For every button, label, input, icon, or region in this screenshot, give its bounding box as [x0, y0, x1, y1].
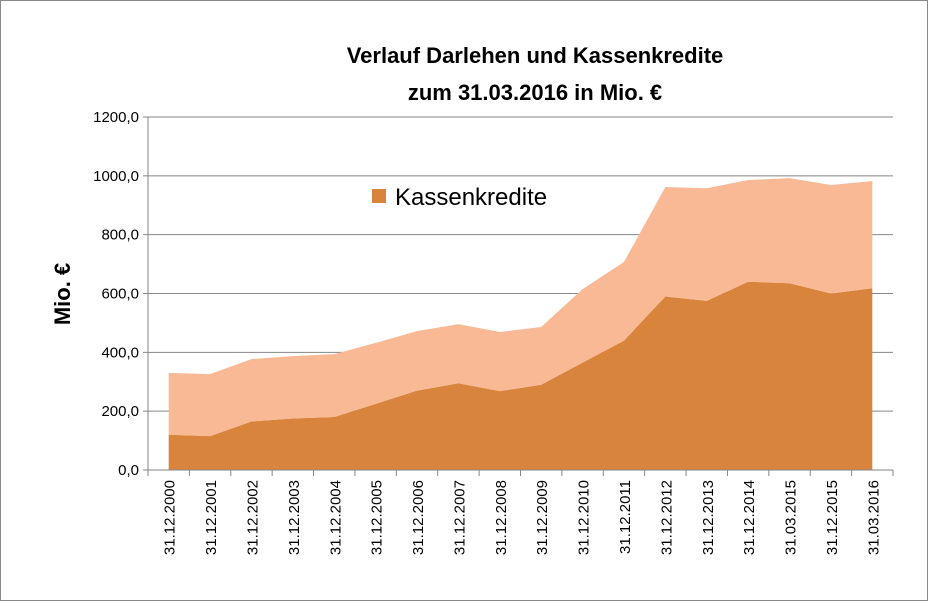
- x-tick-label: 31.12.2010: [576, 480, 593, 555]
- y-tick-label: 600,0: [101, 286, 139, 303]
- area: [168, 281, 873, 470]
- chart-title: zum 31.03.2016 in Mio. €: [408, 80, 662, 105]
- x-tick-label: 31.12.2003: [286, 480, 303, 555]
- y-tick-label: 400,0: [101, 344, 139, 361]
- legend-swatch: [372, 189, 386, 203]
- x-tick-label: 31.12.2001: [203, 480, 220, 555]
- x-tick-label: 31.12.2000: [162, 480, 179, 555]
- area: [168, 178, 873, 437]
- x-tick-label: 31.12.2015: [824, 480, 841, 555]
- x-tick-label: 31.12.2002: [244, 480, 261, 555]
- y-axis-label: Mio. €: [50, 263, 75, 325]
- x-tick-label: 31.12.2009: [534, 480, 551, 555]
- x-tick-label: 31.03.2016: [865, 480, 882, 555]
- x-tick-label: 31.12.2006: [410, 480, 427, 555]
- legend-label: Kassenkredite: [395, 184, 547, 211]
- x-tick-label: 31.12.2008: [493, 480, 510, 555]
- x-tick-label: 31.12.2013: [700, 480, 717, 555]
- y-tick-label: 1000,0: [93, 168, 139, 185]
- x-tick-label: 31.12.2014: [741, 480, 758, 555]
- x-tick-label: 31.03.2015: [783, 480, 800, 555]
- x-tick-label: 31.12.2012: [658, 480, 675, 555]
- x-tick-label: 31.12.2007: [451, 480, 468, 555]
- y-tick-label: 200,0: [101, 403, 139, 420]
- y-tick-label: 800,0: [101, 227, 139, 244]
- x-tick-label: 31.12.2005: [369, 480, 386, 555]
- x-tick-label: 31.12.2011: [617, 480, 634, 554]
- y-tick-label: 1200,0: [93, 109, 139, 126]
- chart-title: Verlauf Darlehen und Kassenkredite: [347, 43, 724, 68]
- x-tick-label: 31.12.2004: [327, 480, 344, 555]
- y-tick-label: 0,0: [118, 462, 139, 479]
